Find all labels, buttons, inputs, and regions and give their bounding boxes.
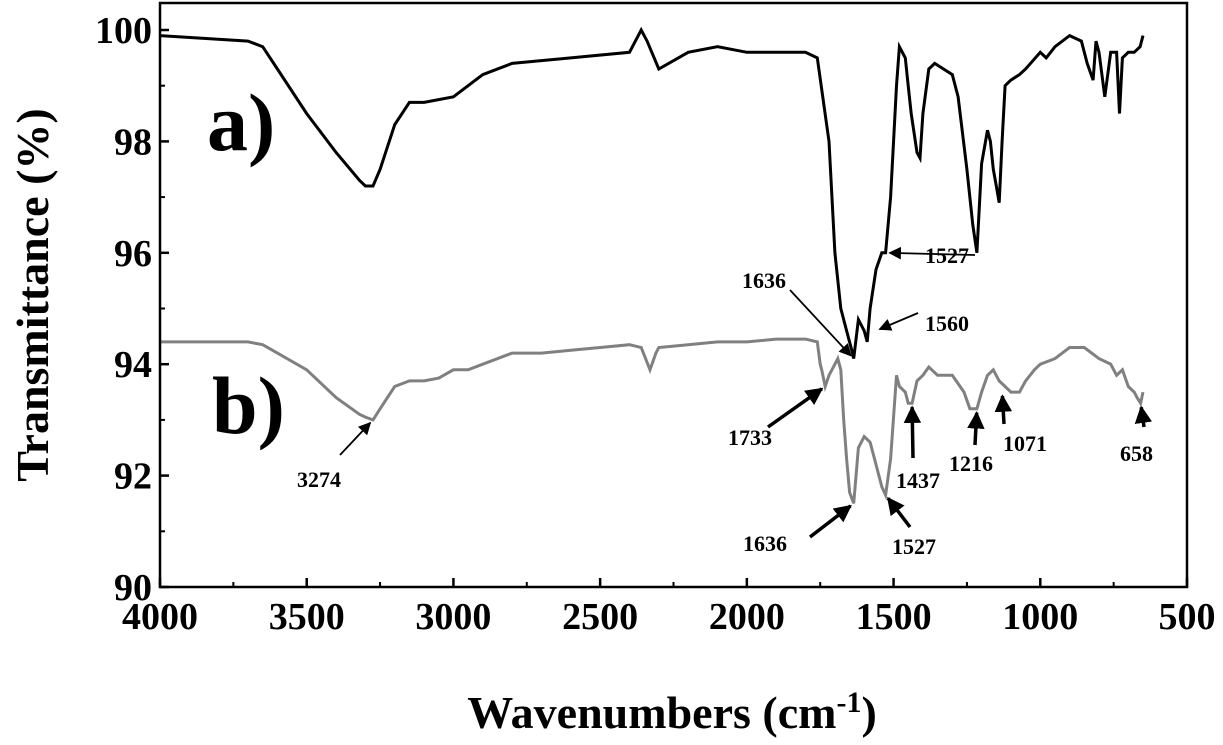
x-axis-title-main: Wavenumbers (cm [467, 687, 836, 738]
peak-annotation-b-3274: 3274 [297, 421, 372, 492]
x-axis-title-sup: -1 [836, 686, 861, 719]
x-axis-title-close: ) [861, 687, 876, 738]
y-tick-label: 98 [114, 121, 152, 163]
peak-label: 1527 [925, 243, 969, 268]
x-tick-label: 4000 [122, 596, 198, 638]
peak-annotation-b-1733: 1733 [728, 387, 824, 450]
peak-annotation-b-1437: 1437 [896, 405, 940, 493]
panel-label-b: b) [212, 360, 285, 451]
y-axis-title: Transmittance (%) [7, 108, 58, 481]
peak-label: 1636 [743, 531, 787, 556]
peak-arrow [967, 411, 985, 446]
peak-annotation-a-1560: 1560 [878, 311, 969, 336]
peak-annotation-b-1216: 1216 [949, 411, 993, 476]
x-tick-label: 3000 [415, 596, 491, 638]
peak-arrow [1134, 405, 1153, 428]
peak-annotation-b-658: 658 [1120, 405, 1153, 466]
plot-frame [158, 1, 1189, 589]
y-axis: 90 92 94 96 98 100 [95, 10, 169, 609]
x-tick-label: 3500 [269, 596, 345, 638]
peak-arrow [903, 405, 922, 459]
peak-label: 1437 [896, 468, 940, 493]
y-tick-label: 100 [95, 10, 152, 52]
x-axis-title: Wavenumbers (cm-1) [467, 686, 877, 738]
peak-annotation-a-1636: 1636 [742, 268, 852, 357]
peak-arrow [766, 387, 824, 429]
peak-label: 1560 [925, 311, 969, 336]
peak-annotation-a-1527: 1527 [888, 243, 976, 268]
peak-label: 1527 [892, 534, 936, 559]
peak-label: 1216 [949, 451, 993, 476]
peak-label: 3274 [297, 467, 341, 492]
peak-arrow [888, 246, 976, 260]
peak-annotation-b-1636: 1636 [743, 504, 852, 556]
x-tick-label: 2000 [709, 596, 785, 638]
peak-label: 1733 [728, 425, 772, 450]
peak-arrow [789, 289, 852, 357]
x-tick-label: 2500 [562, 596, 638, 638]
y-tick-label: 96 [114, 233, 152, 275]
peak-arrow [878, 312, 919, 331]
series-layer [159, 26, 1145, 504]
peak-label: 658 [1120, 441, 1153, 466]
y-tick-label: 90 [114, 567, 152, 609]
x-tick-label: 500 [1159, 596, 1216, 638]
series-line-a [159, 26, 1145, 359]
peak-annotation-b-1071: 1071 [994, 394, 1047, 456]
peak-arrow [886, 496, 912, 529]
x-axis: 4000 3500 3000 2500 2000 1500 1000 500 [122, 578, 1216, 638]
peak-arrow [994, 394, 1013, 425]
peak-label: 1636 [742, 268, 786, 293]
series-line-b [160, 337, 1145, 504]
x-tick-label: 1000 [1002, 596, 1078, 638]
annotation-layer: 1636 1560 1527 3274 1733 1636 1527 1437 1216 1071… [297, 243, 1153, 559]
y-tick-label: 92 [114, 456, 152, 498]
peak-annotation-b-1527: 1527 [886, 496, 936, 559]
peak-label: 1071 [1003, 431, 1047, 456]
peak-arrow [339, 421, 372, 456]
panel-label-a: a) [207, 77, 275, 168]
peak-arrow [808, 504, 852, 539]
y-tick-label: 94 [114, 344, 152, 386]
x-tick-label: 1500 [856, 596, 932, 638]
